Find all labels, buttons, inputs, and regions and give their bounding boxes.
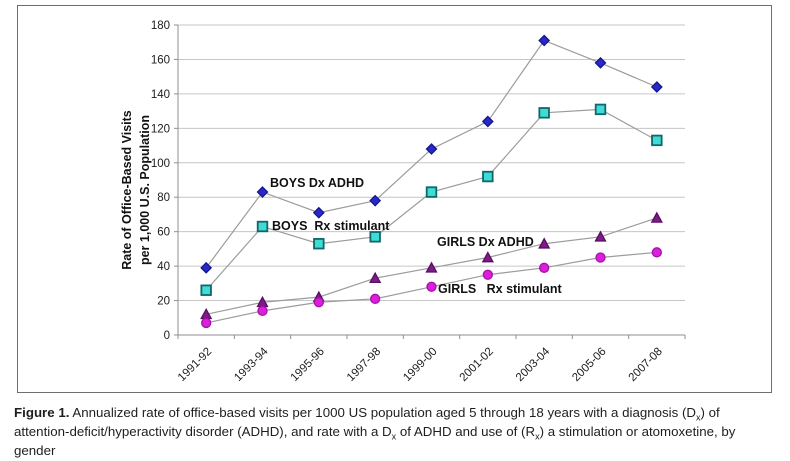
data-point xyxy=(425,186,438,198)
caption-text-2: ) of attention-deficit/hyperactivity dis… xyxy=(14,405,720,439)
figure-frame: 0 20 40 60 80 100 120 140 160 180 1991-92 1993-94 19… xyxy=(17,5,772,393)
figure-label: Figure 1. xyxy=(14,405,70,420)
data-point xyxy=(426,281,437,292)
y-tick-label: 100 xyxy=(151,158,170,170)
caption-subscript-1: x xyxy=(696,412,701,423)
data-point xyxy=(312,206,325,219)
caption-subscript-3: x xyxy=(535,431,540,442)
y-tick-label: 140 xyxy=(151,89,170,101)
data-point xyxy=(370,293,381,304)
x-tick-label: 1991-92 xyxy=(176,346,214,384)
data-point xyxy=(481,251,494,263)
y-tick-label: 40 xyxy=(157,261,170,273)
data-point xyxy=(369,231,381,243)
series-label: GIRLS Rx stimulant xyxy=(438,282,562,296)
caption-text-3: of ADHD and use of (R xyxy=(396,423,536,439)
y-tick-label: 180 xyxy=(151,20,170,32)
data-point xyxy=(313,297,324,308)
data-point xyxy=(595,252,606,263)
y-tick-label: 20 xyxy=(157,296,170,308)
adhd-visits-line-chart: 0 20 40 60 80 100 120 140 160 180 1991-92 1993-94 19… xyxy=(120,20,686,384)
data-point xyxy=(369,271,382,284)
y-tick-label: 160 xyxy=(151,54,170,66)
data-point xyxy=(594,230,607,242)
data-point xyxy=(538,107,550,119)
y-tick-label: 80 xyxy=(157,192,170,204)
data-point xyxy=(482,269,493,280)
x-tick-label: 2003-04 xyxy=(514,345,553,384)
data-point xyxy=(481,115,494,128)
figure-caption: Figure 1. Annualized rate of office-base… xyxy=(14,404,766,461)
y-tick-label: 120 xyxy=(151,123,170,135)
data-point xyxy=(650,211,663,223)
data-point xyxy=(257,305,268,317)
x-tick-label: 1995-96 xyxy=(289,346,327,384)
data-point xyxy=(200,261,213,274)
data-point xyxy=(650,81,663,93)
caption-text-1: Annualized rate of office-based visits p… xyxy=(69,405,696,420)
series-boys-rx-stimulant: BOYS Rx stimulant xyxy=(200,103,663,296)
series-label: GIRLS Dx ADHD xyxy=(437,235,534,249)
data-point xyxy=(425,261,438,273)
data-point xyxy=(594,56,607,69)
data-point xyxy=(539,262,550,273)
y-axis-title: Rate of Office-Based Visits xyxy=(120,110,134,270)
data-point xyxy=(538,34,551,47)
caption-subscript-2: x xyxy=(391,431,397,442)
x-tick-label: 1999-00 xyxy=(401,346,439,384)
data-point xyxy=(256,220,269,233)
caption-text-4: ) a stimulation or atomoxetine, by gende… xyxy=(14,423,736,458)
series-girls-rx-stimulant: GIRLS Rx stimulant xyxy=(201,247,662,329)
data-point xyxy=(594,103,607,116)
series-girls-dx-adhd: GIRLS Dx ADHD xyxy=(200,211,663,320)
data-point xyxy=(425,143,438,155)
x-tick-label: 1997-98 xyxy=(345,346,383,384)
series-label: BOYS Rx stimulant xyxy=(272,219,390,233)
data-point xyxy=(200,284,212,296)
y-axis-title: per 1,000 U.S. Population xyxy=(138,115,152,265)
data-point xyxy=(369,194,382,207)
y-tick-label: 60 xyxy=(157,227,170,239)
y-tick-label: 0 xyxy=(164,330,170,342)
x-tick-label: 2005-06 xyxy=(570,346,608,384)
data-point xyxy=(651,134,663,147)
data-point xyxy=(538,237,551,249)
data-point xyxy=(201,317,212,329)
series-boys-dx-adhd: BOYS Dx ADHD xyxy=(200,34,663,274)
data-point xyxy=(256,186,269,198)
x-tick-label: 1993-94 xyxy=(232,345,271,384)
series-label: BOYS Dx ADHD xyxy=(270,176,364,190)
data-point xyxy=(651,247,662,258)
data-point xyxy=(482,170,494,183)
data-point xyxy=(313,238,325,250)
x-tick-label: 2007-08 xyxy=(627,346,665,384)
x-tick-label: 2001-02 xyxy=(458,346,496,384)
